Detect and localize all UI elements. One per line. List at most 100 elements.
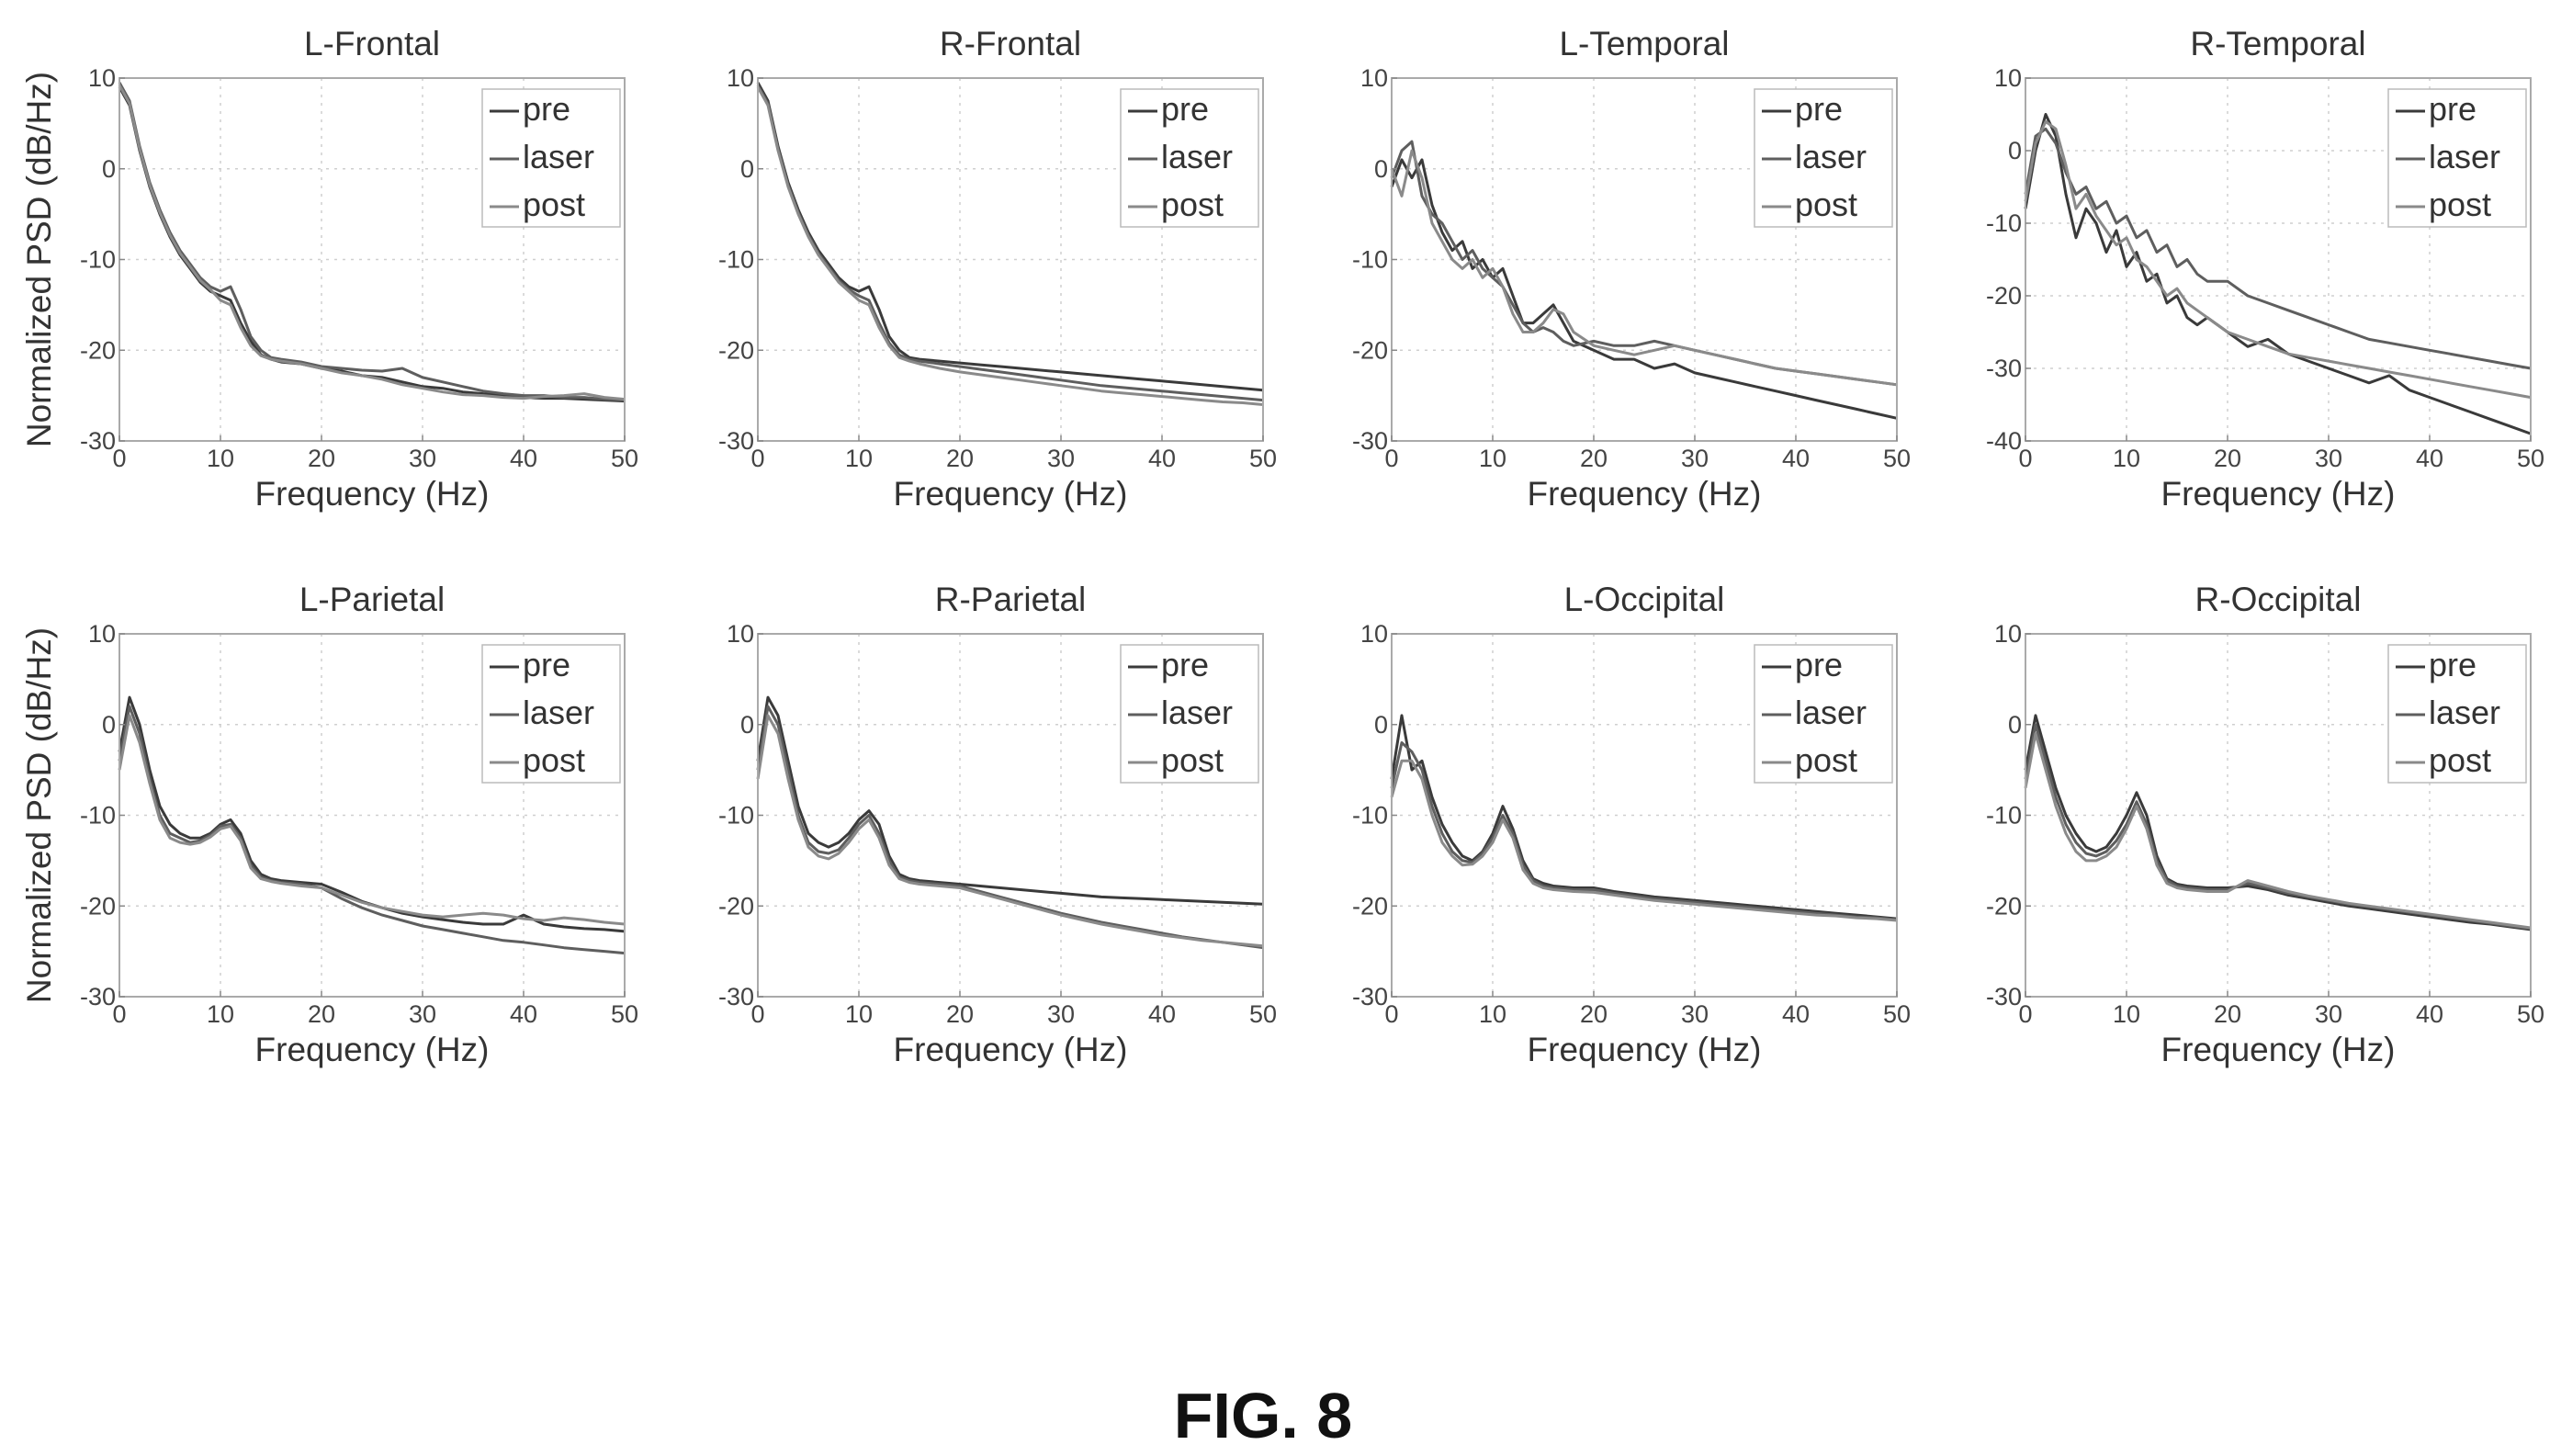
- series-line-pre: [1390, 158, 1898, 420]
- x-tick-label: 10: [2113, 1000, 2140, 1028]
- x-tick-label: 0: [1384, 1000, 1398, 1028]
- chart-title: R-Parietal: [935, 581, 1087, 618]
- y-tick-label: -10: [718, 802, 754, 830]
- y-tick-label: -20: [1352, 892, 1388, 920]
- x-tick-label: 0: [2018, 445, 2032, 472]
- chart-title: L-Parietal: [299, 581, 445, 618]
- legend-label-laser: laser: [1161, 694, 1233, 731]
- axes-box: [2025, 77, 2532, 442]
- chart-title: L-Temporal: [1559, 25, 1729, 62]
- legend-label-pre: pre: [1161, 90, 1209, 128]
- chart-panel: 0 10 20 30 40 50 10 0 -10 -20 -30 L-Temporal Frequen…: [1352, 25, 1911, 513]
- y-tick-label: 0: [102, 711, 116, 739]
- legend-label-laser: laser: [2429, 138, 2500, 175]
- legend-label-laser: laser: [1795, 694, 1867, 731]
- x-axis-label: Frequency (Hz): [894, 1031, 1128, 1068]
- y-tick-label: -10: [718, 246, 754, 274]
- x-tick-label: 30: [2315, 445, 2342, 472]
- legend-label-pre: pre: [523, 90, 570, 128]
- x-tick-label: 10: [1479, 445, 1506, 472]
- figure-label: FIG. 8: [1174, 1380, 1352, 1451]
- y-tick-label: 10: [727, 64, 754, 92]
- series-line-post: [118, 85, 626, 401]
- x-tick-label: 10: [845, 1000, 873, 1028]
- x-axis-label: Frequency (Hz): [2161, 475, 2396, 513]
- x-tick-label: 30: [1681, 1000, 1709, 1028]
- legend-label-post: post: [1161, 741, 1224, 779]
- x-tick-label: 50: [611, 445, 638, 472]
- x-tick-label: 20: [2214, 1000, 2241, 1028]
- y-tick-label: -30: [1986, 983, 2022, 1010]
- chart-title: R-Occipital: [2195, 581, 2362, 618]
- series-line-post: [756, 86, 1264, 406]
- x-tick-label: 20: [308, 1000, 335, 1028]
- y-tick-label: -20: [80, 892, 116, 920]
- y-tick-label: 0: [1374, 711, 1388, 739]
- legend-label-post: post: [1795, 186, 1857, 223]
- y-tick-label: -30: [80, 983, 116, 1010]
- y-tick-label: -30: [1986, 355, 2022, 382]
- series-line-pre: [2024, 714, 2532, 931]
- series-line-post: [1390, 759, 1898, 922]
- legend-label-pre: pre: [2429, 646, 2476, 683]
- x-tick-label: 40: [1148, 445, 1176, 472]
- y-axis-label: Normalized PSD (dB/Hz): [20, 72, 58, 447]
- x-tick-label: 40: [510, 445, 537, 472]
- chart-title: R-Frontal: [940, 25, 1081, 62]
- x-tick-label: 0: [1384, 445, 1398, 472]
- series-line-post: [2024, 732, 2532, 930]
- x-tick-label: 30: [1047, 1000, 1075, 1028]
- x-tick-label: 10: [2113, 445, 2140, 472]
- legend-label-post: post: [1161, 186, 1224, 223]
- chart-panels: 0 10 20 30 40 50 10 0 -10 -20 -30 L-Frontal Frequenc…: [20, 25, 2544, 1068]
- y-tick-label: -20: [1352, 336, 1388, 364]
- x-tick-label: 50: [1249, 1000, 1277, 1028]
- chart-title: R-Temporal: [2190, 25, 2365, 62]
- chart-panel: 0 10 20 30 40 50 10 0 -10 -20 -30 -40 R-Temporal Freq…: [1986, 25, 2544, 513]
- x-tick-label: 30: [1681, 445, 1709, 472]
- y-tick-label: -30: [1352, 427, 1388, 455]
- x-tick-label: 50: [611, 1000, 638, 1028]
- y-tick-label: -30: [718, 983, 754, 1010]
- x-tick-label: 20: [2214, 445, 2241, 472]
- legend-label-pre: pre: [1795, 90, 1843, 128]
- y-tick-label: -10: [1352, 246, 1388, 274]
- series-line-pre: [2024, 113, 2532, 435]
- y-tick-label: 10: [1360, 64, 1388, 92]
- x-tick-label: 40: [2416, 1000, 2443, 1028]
- y-tick-label: -40: [1986, 427, 2022, 455]
- legend-label-laser: laser: [1795, 138, 1867, 175]
- x-tick-label: 0: [112, 445, 126, 472]
- y-tick-label: -10: [80, 802, 116, 830]
- y-tick-label: 0: [1374, 155, 1388, 183]
- y-axis-label: Normalized PSD (dB/Hz): [20, 627, 58, 1003]
- y-tick-label: -10: [1986, 209, 2022, 237]
- legend-label-pre: pre: [523, 646, 570, 683]
- x-tick-label: 20: [1580, 445, 1608, 472]
- x-axis-label: Frequency (Hz): [1528, 1031, 1762, 1068]
- y-tick-label: -10: [80, 246, 116, 274]
- x-tick-label: 30: [409, 445, 436, 472]
- legend-label-pre: pre: [1161, 646, 1209, 683]
- series-line-post: [756, 714, 1264, 948]
- legend-label-pre: pre: [1795, 646, 1843, 683]
- series-line-post: [1390, 149, 1898, 387]
- y-tick-label: -20: [718, 892, 754, 920]
- y-tick-label: 0: [2008, 137, 2022, 164]
- legend-label-pre: pre: [2429, 90, 2476, 128]
- x-tick-label: 0: [750, 445, 764, 472]
- x-tick-label: 50: [1249, 445, 1277, 472]
- y-tick-label: 10: [88, 64, 116, 92]
- y-tick-label: 0: [102, 155, 116, 183]
- y-tick-label: 10: [1360, 620, 1388, 648]
- y-tick-label: -10: [1352, 802, 1388, 830]
- series-line-post: [2024, 119, 2532, 400]
- x-tick-label: 20: [946, 445, 974, 472]
- series-line-laser: [2024, 127, 2532, 370]
- x-tick-label: 10: [1479, 1000, 1506, 1028]
- y-tick-label: -20: [718, 336, 754, 364]
- x-tick-label: 0: [750, 1000, 764, 1028]
- series-line-post: [118, 714, 626, 926]
- y-tick-label: 0: [2008, 711, 2022, 739]
